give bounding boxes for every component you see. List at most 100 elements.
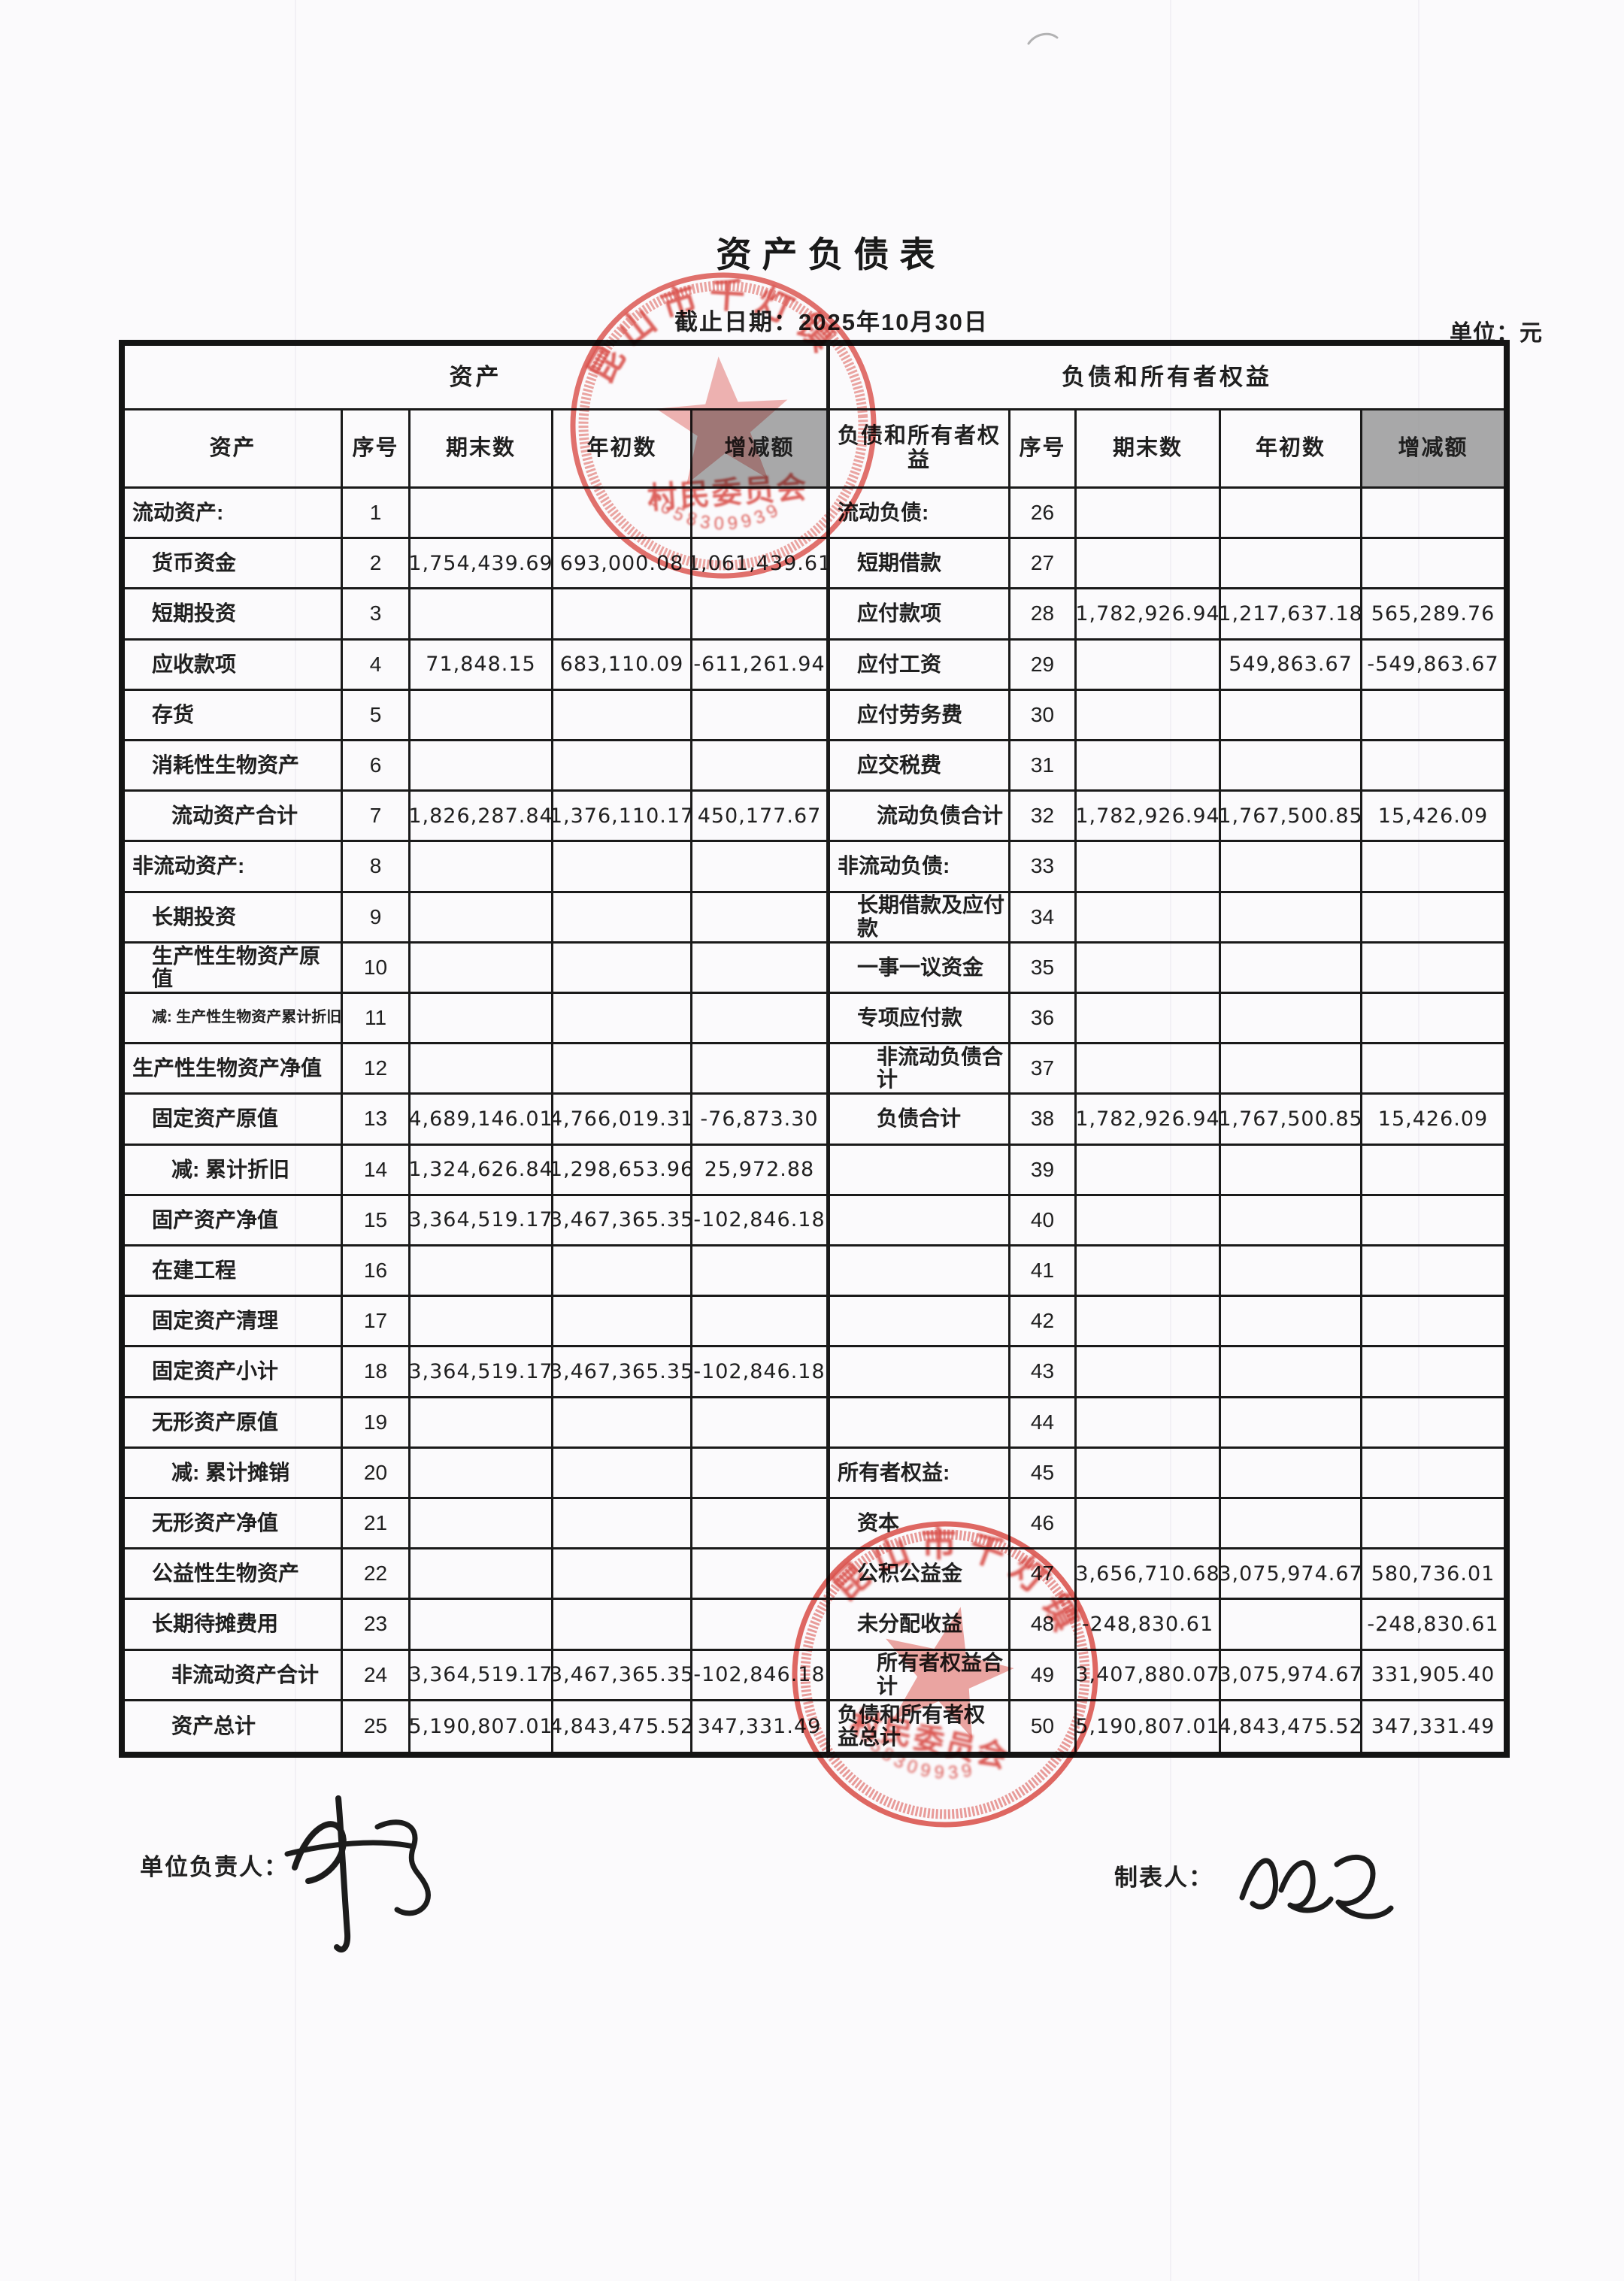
asset-ending-value: 3,364,519.17	[411, 1650, 553, 1701]
liabilities-change-column-header: 增减额	[1362, 410, 1504, 489]
asset-row-label: 固产资产净值	[125, 1195, 343, 1247]
liability-ending-value	[1077, 690, 1221, 741]
liability-row-label: 应付劳务费	[830, 690, 1010, 741]
asset-beginning-value	[553, 1297, 692, 1348]
liability-ending-value	[1077, 842, 1221, 893]
responsible-person-signature	[284, 1795, 431, 1953]
scan-streak	[1418, 0, 1419, 2281]
asset-row-label: 长期待摊费用	[125, 1600, 343, 1651]
asset-row-no: 8	[343, 842, 411, 893]
liability-ending-value	[1077, 1044, 1221, 1095]
liability-change-value	[1362, 1044, 1504, 1095]
asset-beginning-value	[553, 943, 692, 994]
liability-beginning-value	[1221, 489, 1362, 540]
liability-row-label: 应付款项	[830, 589, 1010, 641]
asset-ending-value	[411, 1398, 553, 1449]
liability-beginning-value	[1221, 993, 1362, 1045]
asset-row-no: 21	[343, 1498, 411, 1550]
asset-change-value: 25,972.88	[692, 1145, 830, 1196]
liability-beginning-value: 1,767,500.85	[1221, 1095, 1362, 1146]
liability-change-value	[1362, 1449, 1504, 1499]
asset-row-label: 非流动资产合计	[125, 1650, 343, 1701]
asset-row-no: 17	[343, 1297, 411, 1348]
liability-row-no: 34	[1010, 892, 1077, 944]
asset-row-no: 3	[343, 589, 411, 641]
liabilities-beginning-column-header: 年初数	[1221, 410, 1362, 489]
asset-ending-value: 3,364,519.17	[411, 1195, 553, 1247]
asset-ending-value	[411, 1044, 553, 1095]
liability-row-label: 流动负债合计	[830, 792, 1010, 843]
liability-row-no: 43	[1010, 1347, 1077, 1398]
liability-row-no: 33	[1010, 842, 1077, 893]
balance-table-grid: 资产 负债和所有者权益 资产 序号 期末数 年初数 增减额 负债和所有者权益 序号 期末数 年初数增…	[125, 346, 1504, 1752]
asset-ending-value	[411, 993, 553, 1045]
asset-row-no: 10	[343, 943, 411, 994]
asset-change-value: -102,846.18	[692, 1195, 830, 1247]
liability-change-value	[1362, 1247, 1504, 1298]
asset-row-label: 无形资产原值	[125, 1398, 343, 1449]
official-seal-stamp-top: 昆山市千灯镇 村民委员会 2058309939	[570, 265, 877, 579]
asset-row-no: 23	[343, 1600, 411, 1651]
asset-beginning-value: 3,467,365.35	[553, 1347, 692, 1398]
liability-row-label: 应交税费	[830, 741, 1010, 792]
asset-ending-value	[411, 842, 553, 893]
seal-outer-ring	[792, 1521, 1098, 1828]
asset-change-value	[692, 1398, 830, 1449]
asset-change-value	[692, 589, 830, 641]
liability-beginning-value: 1,217,637.18	[1221, 589, 1362, 641]
liability-beginning-value	[1221, 1195, 1362, 1247]
liability-row-label: 公积公益金	[830, 1549, 1010, 1601]
liability-row-no: 49	[1010, 1650, 1077, 1701]
liability-row-no: 45	[1010, 1448, 1077, 1499]
asset-ending-value	[411, 1549, 553, 1601]
liability-ending-value: 3,656,710.68	[1077, 1549, 1221, 1601]
liability-beginning-value	[1221, 1246, 1362, 1298]
liability-beginning-value	[1221, 1347, 1362, 1398]
liability-beginning-value	[1221, 842, 1362, 893]
liability-row-no: 35	[1010, 943, 1077, 994]
liability-change-value	[1362, 1196, 1504, 1247]
liability-row-label	[830, 1246, 1010, 1298]
asset-change-value	[692, 943, 830, 994]
assets-section-header: 资产	[125, 346, 830, 410]
asset-ending-value	[411, 943, 553, 994]
liability-row-label: 应付工资	[830, 640, 1010, 691]
liability-row-no: 42	[1010, 1297, 1077, 1348]
asset-ending-value: 3,364,519.17	[411, 1347, 553, 1398]
asset-ending-value: 5,190,807.01	[411, 1701, 553, 1752]
asset-ending-value	[411, 892, 553, 944]
asset-beginning-value: 4,843,475.52	[553, 1701, 692, 1752]
asset-row-label: 货币资金	[125, 539, 343, 590]
asset-ending-value	[411, 1600, 553, 1651]
liability-change-value	[1362, 489, 1504, 540]
liability-row-label: 短期借款	[830, 539, 1010, 590]
liability-change-value	[1362, 1398, 1504, 1449]
asset-row-label: 减: 累计折旧	[125, 1145, 343, 1196]
asset-beginning-value: 3,467,365.35	[553, 1650, 692, 1701]
liability-change-value	[1362, 842, 1504, 893]
asset-ending-value	[411, 1498, 553, 1550]
asset-beginning-value: 683,110.09	[553, 640, 692, 691]
asset-row-label: 减: 累计摊销	[125, 1448, 343, 1499]
liability-ending-value	[1077, 1448, 1221, 1499]
liabilities-no-column-header: 序号	[1010, 410, 1077, 489]
liability-beginning-value	[1221, 1297, 1362, 1348]
liability-ending-value	[1077, 741, 1221, 792]
liability-ending-value	[1077, 1195, 1221, 1247]
liability-change-value: 565,289.76	[1362, 589, 1504, 641]
liability-change-value: -248,830.61	[1362, 1600, 1504, 1651]
liability-ending-value	[1077, 943, 1221, 994]
liability-row-label: 一事一议资金	[830, 943, 1010, 994]
asset-row-no: 11	[343, 993, 411, 1045]
liability-change-value: 347,331.49	[1371, 1714, 1495, 1738]
asset-row-no: 15	[343, 1195, 411, 1247]
asset-change-value	[692, 1600, 830, 1651]
responsible-person-label: 单位负责人：	[140, 1854, 289, 1880]
asset-row-no: 12	[343, 1044, 411, 1095]
liability-row-label: 非流动负债:	[830, 842, 1010, 893]
asset-ending-value	[411, 1246, 553, 1298]
liability-ending-value	[1077, 1398, 1221, 1449]
assets-beginning-column-header: 年初数	[553, 410, 692, 489]
liability-row-no: 32	[1010, 792, 1077, 843]
page-title: 资产负债表	[716, 235, 946, 274]
